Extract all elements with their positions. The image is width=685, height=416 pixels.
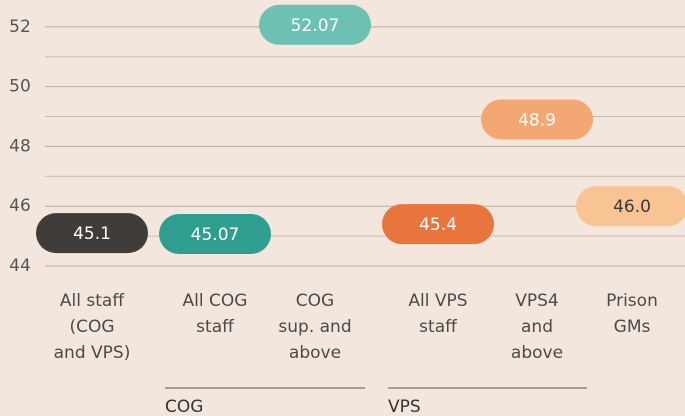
value-pill bbox=[36, 213, 148, 254]
y-tick-label: 52 bbox=[9, 17, 31, 37]
x-tick-label: (COG bbox=[69, 317, 114, 337]
value-pill bbox=[259, 4, 371, 45]
value-pill bbox=[481, 99, 593, 140]
x-tick-label: VPS4 bbox=[515, 291, 559, 311]
value-pill bbox=[159, 213, 271, 254]
x-tick-label: COG bbox=[296, 291, 334, 311]
x-tick-label: above bbox=[289, 343, 341, 363]
x-tick-label: staff bbox=[196, 317, 235, 337]
x-tick-label: Prison bbox=[606, 291, 658, 311]
y-tick-label: 48 bbox=[9, 136, 31, 156]
y-tick-label: 44 bbox=[9, 256, 31, 276]
x-tick-label: and bbox=[521, 317, 553, 337]
x-tick-label: above bbox=[511, 343, 563, 363]
y-tick-label: 46 bbox=[9, 196, 31, 216]
value-label: 48.9 bbox=[518, 111, 556, 131]
x-tick-label: sup. and bbox=[278, 317, 351, 337]
x-tick-label: All staff bbox=[60, 291, 125, 311]
x-tick-label: and VPS) bbox=[54, 343, 131, 363]
x-tick-label: GMs bbox=[614, 317, 651, 337]
x-tick-label: staff bbox=[419, 317, 458, 337]
value-label: 45.07 bbox=[191, 225, 240, 245]
group-label: VPS bbox=[388, 397, 421, 416]
value-pill bbox=[576, 186, 685, 227]
value-label: 45.4 bbox=[419, 215, 457, 235]
group-label: COG bbox=[165, 397, 203, 416]
value-label: 46.0 bbox=[613, 197, 651, 217]
value-label: 45.1 bbox=[73, 224, 111, 244]
value-pill bbox=[382, 204, 494, 245]
value-label: 52.07 bbox=[291, 16, 340, 36]
y-tick-label: 50 bbox=[9, 77, 31, 97]
x-tick-label: All COG bbox=[183, 291, 248, 311]
x-tick-label: All VPS bbox=[408, 291, 467, 311]
